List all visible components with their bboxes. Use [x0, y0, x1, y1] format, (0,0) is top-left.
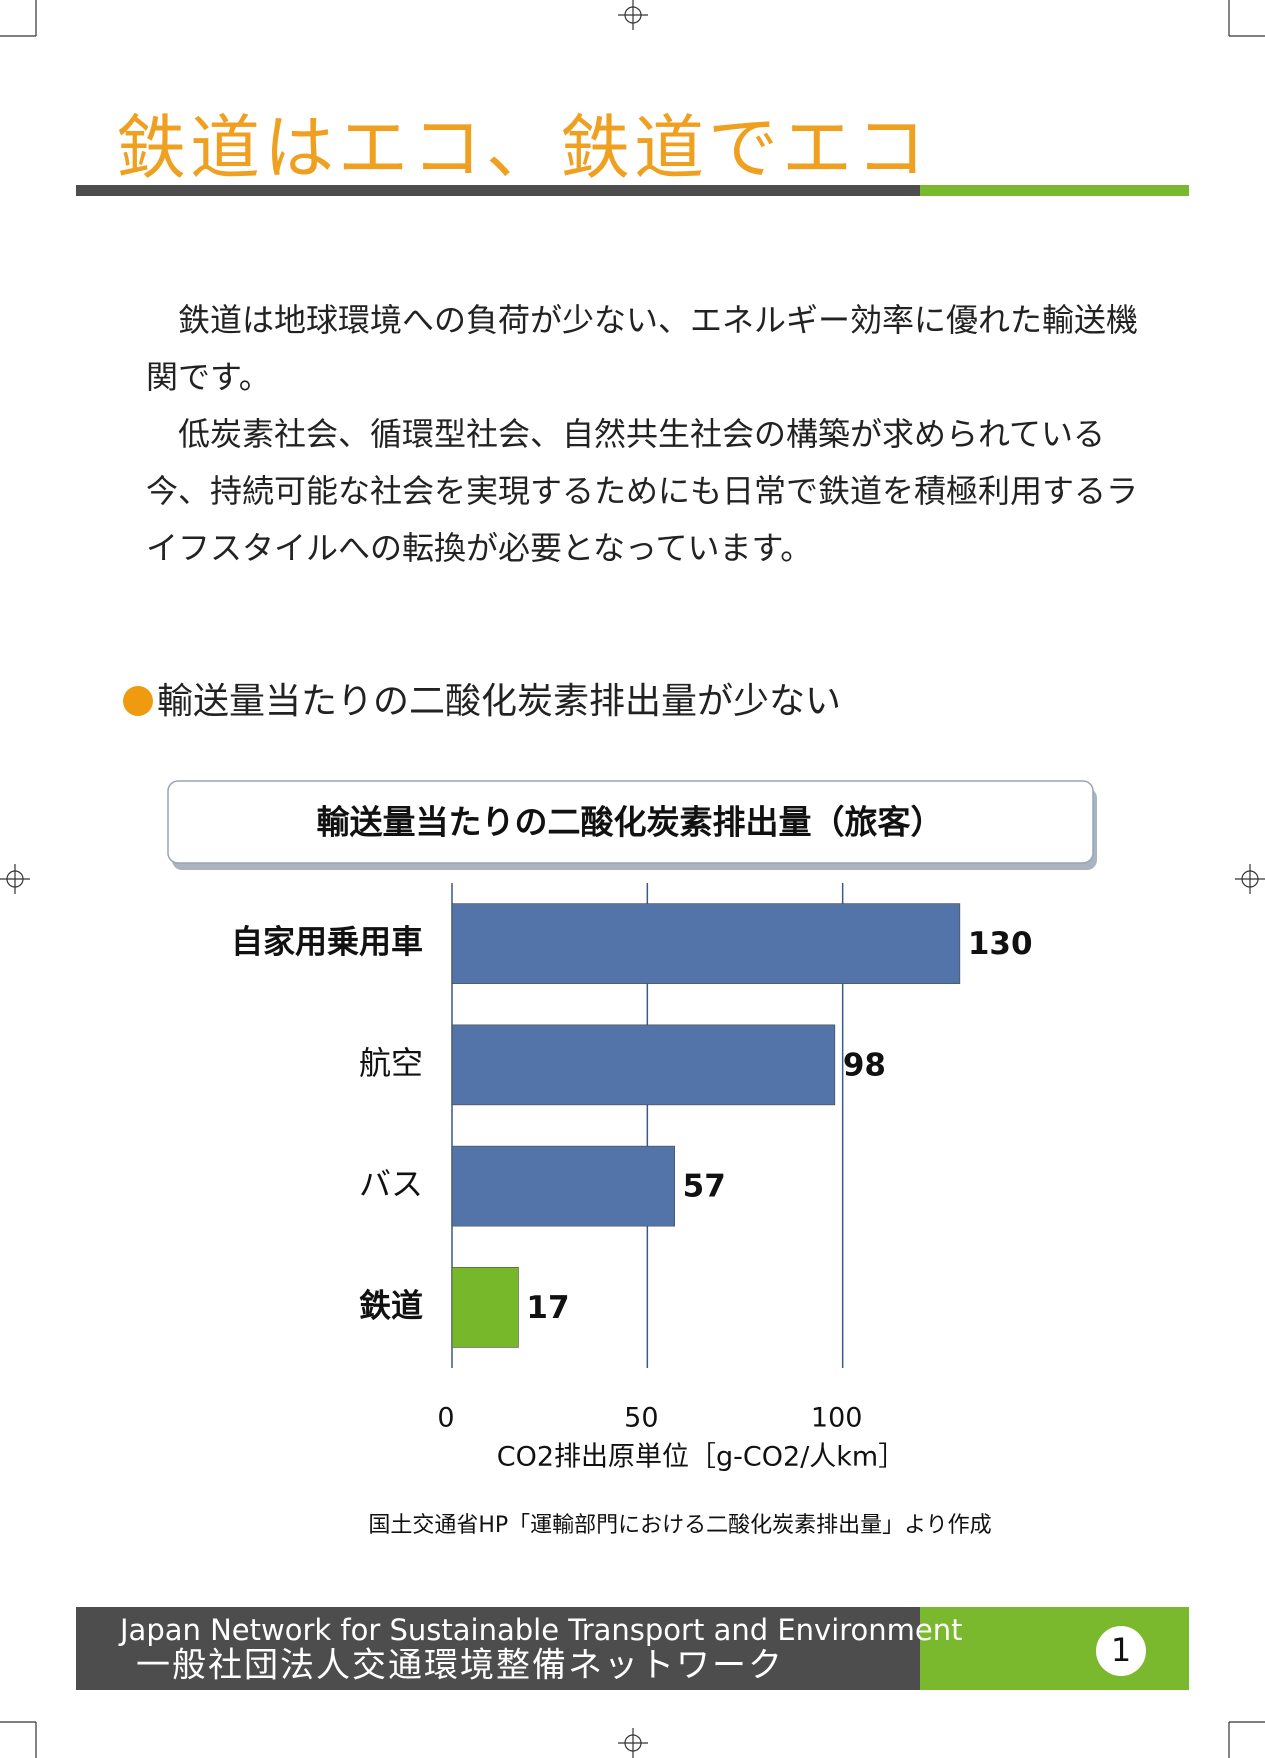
value-label: 130: [968, 926, 1033, 962]
y-tick-label: 鉄道: [359, 1286, 423, 1324]
rule-green: [920, 185, 1189, 196]
rule-dark: [76, 185, 920, 196]
y-tick-label: 航空: [359, 1044, 423, 1082]
heading-text: 輸送量当たりの二酸化炭素排出量が少ない: [157, 681, 842, 722]
footer-org-en: Japan Network for Sustainable Transport …: [118, 1613, 963, 1647]
page-title: 鉄道はエコ、鉄道でエコ: [116, 107, 930, 189]
bar: [451, 1267, 519, 1348]
x-axis-title: CO2排出原単位［g-CO2/人km］: [497, 1442, 905, 1473]
x-tick-label: 50: [624, 1403, 658, 1434]
bar: [451, 1145, 675, 1227]
chart-title-box: [167, 780, 1094, 864]
paragraph: 低炭素社会、循環型社会、自然共生社会の構築が求められている今、持続可能な社会を実…: [146, 415, 1139, 567]
section-heading: 輸送量当たりの二酸化炭素排出量が少ない: [123, 672, 841, 724]
x-tick-label: 100: [811, 1403, 863, 1434]
footer-org-jp: 一般社団法人交通環境整備ネットワーク: [136, 1646, 784, 1686]
value-label: 57: [683, 1169, 726, 1205]
y-tick-label: バス: [359, 1165, 423, 1203]
bullet: [123, 686, 153, 716]
page-number: 1: [1111, 1631, 1131, 1669]
bar: [451, 1024, 836, 1106]
x-tick-label: 0: [437, 1403, 454, 1434]
value-label: 98: [843, 1047, 886, 1083]
value-label: 17: [526, 1290, 569, 1326]
body-text: 鉄道は地球環境への負荷が少ない、エネルギー効率に優れた輸送機関です。 低炭素社会…: [146, 292, 1146, 577]
y-tick-label: 自家用乗用車: [231, 923, 423, 961]
bar: [451, 903, 961, 984]
page-circle: [1096, 1626, 1146, 1676]
footer-dark: [76, 1607, 920, 1690]
chart-title: 輸送量当たりの二酸化炭素排出量（旅客）: [317, 803, 944, 842]
source-note: 国土交通省HP「運輸部門における二酸化炭素排出量」より作成: [368, 1513, 991, 1538]
paragraph: 鉄道は地球環境への負荷が少ない、エネルギー効率に優れた輸送機関です。: [146, 301, 1139, 396]
